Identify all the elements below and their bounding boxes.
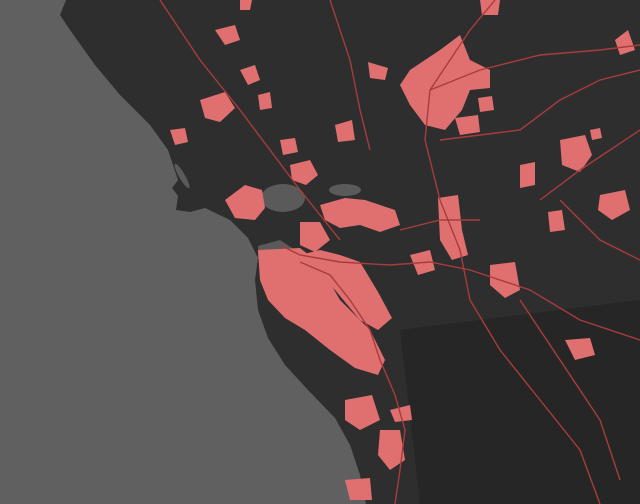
- road: [559, 199, 640, 261]
- urban-area: [560, 135, 592, 172]
- road-network: [159, 0, 640, 504]
- urban-area: [480, 0, 500, 15]
- suisun-bay: [329, 184, 361, 196]
- urban-area: [215, 25, 240, 45]
- urban-area: [258, 248, 385, 375]
- road: [159, 0, 341, 241]
- urban-area: [378, 430, 405, 470]
- road: [429, 0, 496, 91]
- urban-area: [200, 92, 235, 122]
- urban-area: [400, 35, 490, 130]
- road: [299, 261, 406, 504]
- land-shade: [400, 300, 640, 504]
- urban-area: [258, 92, 272, 110]
- road: [539, 129, 640, 201]
- road: [399, 219, 480, 231]
- urban-area: [280, 138, 298, 155]
- urban-area: [438, 195, 468, 260]
- san-pablo-bay: [261, 184, 305, 212]
- urban-area: [598, 190, 630, 220]
- urban-area: [240, 65, 260, 85]
- urban-area: [345, 395, 380, 430]
- urban-area: [368, 62, 388, 80]
- urban-area: [345, 478, 372, 500]
- road: [429, 44, 640, 91]
- urban-area: [300, 222, 330, 252]
- urban-area: [590, 128, 602, 140]
- road: [519, 299, 621, 481]
- road: [329, 0, 371, 151]
- urban-area: [565, 338, 595, 360]
- urban-area: [290, 160, 318, 185]
- urban-area: [300, 250, 392, 330]
- road: [439, 69, 640, 141]
- urban-area: [548, 210, 565, 232]
- urban-area: [225, 185, 265, 220]
- urban-area: [170, 128, 188, 145]
- urban-area: [320, 198, 400, 232]
- urban-area: [335, 120, 355, 142]
- urban-area: [615, 30, 635, 55]
- urban-area: [478, 96, 494, 112]
- urban-area: [490, 262, 520, 298]
- urban-area: [520, 162, 535, 188]
- road: [279, 244, 391, 266]
- road: [424, 89, 601, 504]
- tomales-bay: [174, 163, 190, 189]
- urban-areas: [170, 0, 635, 500]
- urban-area: [240, 0, 252, 10]
- road: [389, 261, 640, 341]
- urban-area: [455, 115, 480, 135]
